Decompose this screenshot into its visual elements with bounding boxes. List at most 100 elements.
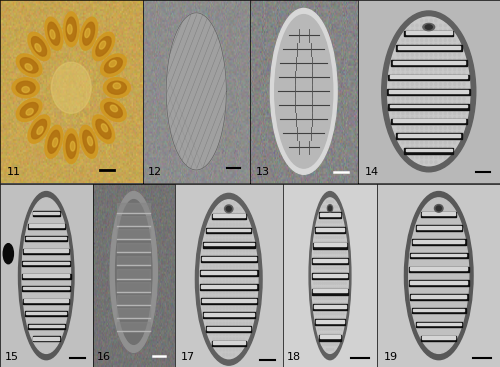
Circle shape — [230, 223, 231, 226]
Circle shape — [426, 277, 428, 279]
Circle shape — [440, 29, 442, 32]
Circle shape — [25, 272, 26, 274]
Circle shape — [322, 328, 323, 330]
Circle shape — [318, 267, 319, 269]
Circle shape — [433, 200, 434, 203]
Circle shape — [243, 244, 244, 247]
Circle shape — [28, 323, 29, 325]
Circle shape — [412, 112, 414, 115]
Bar — [416, 322, 462, 327]
Circle shape — [464, 267, 465, 269]
Circle shape — [64, 246, 65, 249]
Circle shape — [440, 349, 441, 351]
Circle shape — [320, 282, 321, 284]
Circle shape — [446, 323, 448, 325]
Circle shape — [412, 308, 414, 310]
Circle shape — [397, 83, 399, 86]
Circle shape — [440, 58, 442, 61]
Circle shape — [328, 226, 330, 228]
Circle shape — [38, 221, 40, 223]
Circle shape — [243, 307, 244, 309]
Circle shape — [457, 262, 458, 264]
Circle shape — [64, 282, 65, 284]
Circle shape — [320, 303, 321, 305]
Circle shape — [253, 301, 254, 304]
Circle shape — [341, 323, 342, 325]
Circle shape — [226, 338, 228, 341]
Circle shape — [236, 307, 238, 309]
Circle shape — [253, 281, 254, 283]
Circle shape — [343, 272, 344, 274]
Circle shape — [430, 328, 431, 330]
Circle shape — [392, 78, 394, 80]
Circle shape — [30, 251, 32, 254]
Circle shape — [320, 272, 321, 274]
Bar — [410, 281, 468, 284]
Circle shape — [454, 251, 455, 254]
Circle shape — [318, 282, 319, 284]
Circle shape — [44, 221, 46, 223]
Circle shape — [412, 246, 414, 249]
Circle shape — [343, 303, 344, 305]
Circle shape — [58, 231, 59, 233]
Circle shape — [64, 323, 65, 325]
Circle shape — [210, 249, 211, 252]
Circle shape — [220, 275, 221, 278]
Circle shape — [210, 307, 211, 309]
Bar — [410, 253, 468, 258]
Circle shape — [326, 303, 328, 305]
Circle shape — [419, 257, 420, 259]
Bar — [396, 133, 462, 139]
Bar — [206, 327, 252, 332]
Circle shape — [61, 287, 62, 290]
Circle shape — [412, 58, 414, 61]
Bar — [206, 228, 252, 233]
Bar — [313, 290, 347, 292]
Circle shape — [450, 297, 452, 300]
Circle shape — [332, 287, 334, 289]
Ellipse shape — [104, 102, 122, 118]
Circle shape — [443, 262, 444, 264]
Circle shape — [44, 236, 46, 239]
Circle shape — [450, 231, 452, 233]
Circle shape — [322, 236, 323, 238]
Circle shape — [243, 286, 244, 288]
Circle shape — [420, 83, 422, 86]
Bar — [319, 212, 341, 218]
Circle shape — [440, 44, 442, 46]
Circle shape — [430, 333, 431, 335]
Circle shape — [444, 131, 446, 134]
Circle shape — [339, 216, 340, 218]
Circle shape — [436, 216, 438, 218]
Circle shape — [444, 73, 446, 76]
Circle shape — [36, 231, 37, 233]
Bar — [411, 254, 467, 256]
Circle shape — [36, 277, 37, 279]
Circle shape — [416, 24, 418, 27]
Circle shape — [243, 296, 244, 299]
Circle shape — [337, 262, 338, 264]
Circle shape — [450, 226, 452, 228]
Circle shape — [213, 234, 214, 236]
Circle shape — [233, 229, 234, 231]
Circle shape — [220, 333, 221, 335]
Circle shape — [440, 287, 441, 290]
Circle shape — [58, 262, 59, 264]
Circle shape — [422, 257, 424, 259]
Bar — [208, 229, 250, 231]
Circle shape — [345, 267, 346, 269]
Ellipse shape — [100, 54, 126, 77]
Circle shape — [236, 286, 238, 288]
Circle shape — [206, 296, 208, 299]
Circle shape — [28, 241, 29, 244]
Circle shape — [341, 236, 342, 238]
Text: 11: 11 — [7, 167, 21, 177]
Circle shape — [460, 287, 462, 290]
Circle shape — [324, 308, 325, 310]
Circle shape — [210, 260, 211, 262]
Circle shape — [213, 291, 214, 294]
Bar — [312, 289, 348, 295]
Circle shape — [223, 218, 224, 221]
Circle shape — [443, 246, 444, 249]
Circle shape — [458, 54, 460, 56]
